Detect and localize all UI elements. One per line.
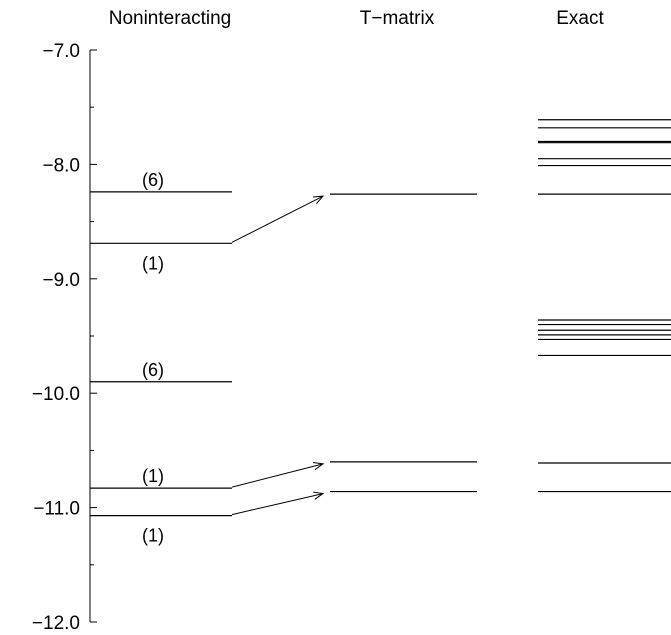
degeneracy-label: (6)	[142, 360, 164, 380]
column-title-noninteracting: Noninteracting	[109, 8, 232, 29]
degeneracy-label: (1)	[142, 253, 164, 273]
y-tick-label: −8.0	[42, 155, 80, 176]
transition-arrow-line	[231, 493, 324, 516]
y-tick-label: −10.0	[32, 384, 80, 405]
transition-arrow-line	[231, 195, 324, 243]
degeneracy-label: (1)	[142, 526, 164, 546]
degeneracy-label: (6)	[142, 170, 164, 190]
energy-levels: (6) (1) (6) (1) (1)	[90, 119, 671, 546]
y-tick-label: −11.0	[33, 499, 80, 520]
y-tick-label: −9.0	[42, 270, 80, 291]
y-tick-label: −7.0	[42, 41, 80, 62]
y-axis-ticks: −7.0 −8.0 −9.0 −10.0 −11.0 −12.0	[32, 41, 97, 634]
column-title-tmatrix: T−matrix	[360, 8, 435, 29]
transition-arrow-head	[312, 195, 325, 204]
y-tick-label: −12.0	[32, 613, 80, 634]
transition-arrow-head	[313, 491, 325, 500]
transition-arrow-head	[313, 462, 325, 471]
column-title-exact: Exact	[556, 8, 604, 29]
transition-arrows	[231, 195, 325, 516]
transition-arrow-line	[231, 463, 324, 488]
degeneracy-label: (1)	[142, 466, 164, 486]
